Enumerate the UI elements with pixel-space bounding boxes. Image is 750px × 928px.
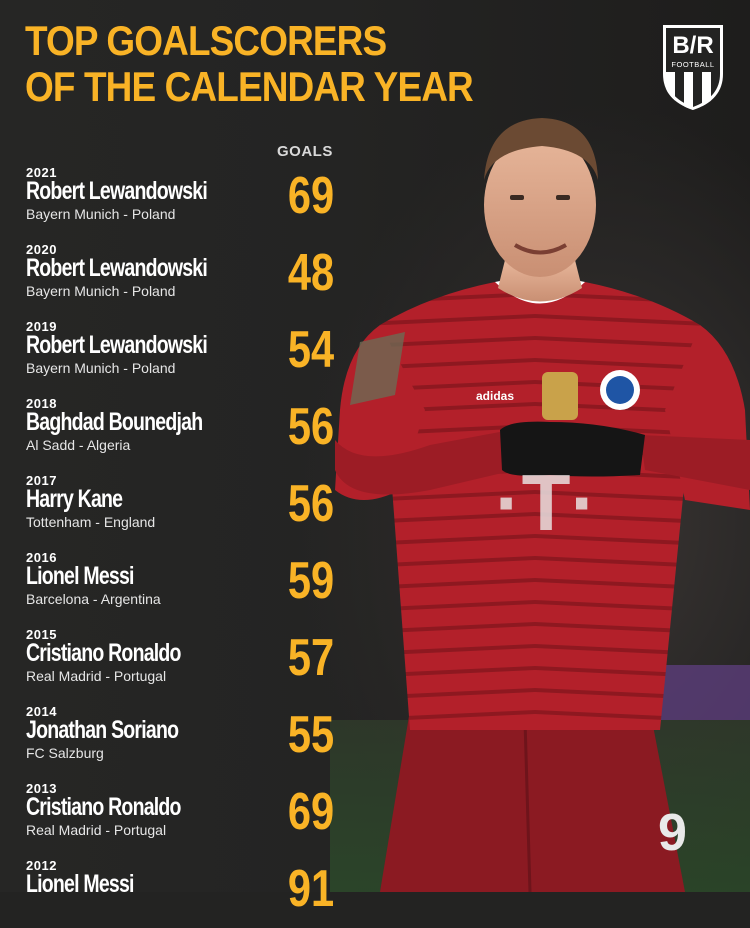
list-item: 2014 Jonathan Soriano FC Salzburg 55 (26, 704, 346, 774)
svg-text:FOOTBALL: FOOTBALL (671, 60, 714, 69)
player-name: Lionel Messi (26, 562, 134, 590)
svg-text:·T·: ·T· (495, 458, 597, 547)
player-name: Baghdad Bounedjah (26, 408, 203, 436)
br-football-logo: B/R FOOTBALL (660, 22, 726, 112)
club-country: Barcelona - Argentina (26, 591, 161, 607)
goals-count: 55 (287, 706, 335, 764)
player-name: Cristiano Ronaldo (26, 639, 181, 667)
club-country: FC Salzburg (26, 745, 104, 761)
svg-text:adidas: adidas (476, 389, 514, 403)
list-item: 2012 Lionel Messi 91 (26, 858, 346, 928)
goals-count: 57 (287, 629, 335, 687)
advertising-board (650, 665, 750, 720)
list-item: 2017 Harry Kane Tottenham - England 56 (26, 473, 346, 543)
list-item: 2016 Lionel Messi Barcelona - Argentina … (26, 550, 346, 620)
year-label: 2013 (26, 781, 57, 796)
year-label: 2021 (26, 165, 57, 180)
club-country: Al Sadd - Algeria (26, 437, 131, 453)
club-country: Real Madrid - Portugal (26, 822, 167, 838)
svg-text:B/R: B/R (672, 32, 713, 59)
goals-count: 69 (287, 167, 335, 225)
player-name: Robert Lewandowski (26, 331, 208, 359)
player-name: Cristiano Ronaldo (26, 793, 181, 821)
list-item: 2015 Cristiano Ronaldo Real Madrid - Por… (26, 627, 346, 697)
goals-count: 56 (287, 398, 335, 456)
svg-text:9: 9 (658, 804, 687, 862)
year-label: 2012 (26, 858, 57, 873)
year-label: 2020 (26, 242, 57, 257)
club-country: Bayern Munich - Poland (26, 283, 176, 299)
list-item: 2018 Baghdad Bounedjah Al Sadd - Algeria… (26, 396, 346, 466)
player-name: Robert Lewandowski (26, 177, 208, 205)
club-country: Real Madrid - Portugal (26, 668, 167, 684)
title-line-2: OF THE CALENDAR YEAR (25, 63, 474, 110)
club-country: Tottenham - England (26, 514, 156, 530)
goals-count: 56 (287, 475, 335, 533)
player-name: Harry Kane (26, 485, 123, 513)
list-item: 2021 Robert Lewandowski Bayern Munich - … (26, 165, 346, 235)
goals-count: 69 (287, 783, 335, 841)
goals-count: 48 (287, 244, 335, 302)
year-label: 2018 (26, 396, 57, 411)
goals-count: 59 (287, 552, 335, 610)
list-item: 2020 Robert Lewandowski Bayern Munich - … (26, 242, 346, 312)
year-label: 2019 (26, 319, 57, 334)
year-label: 2014 (26, 704, 57, 719)
title-line-1: TOP GOALSCORERS (25, 17, 387, 64)
year-label: 2016 (26, 550, 57, 565)
club-country: Bayern Munich - Poland (26, 360, 176, 376)
page-title: TOP GOALSCORERS OF THE CALENDAR YEAR (25, 17, 474, 110)
year-label: 2017 (26, 473, 57, 488)
goals-count: 54 (287, 321, 335, 379)
club-country: Bayern Munich - Poland (26, 206, 176, 222)
player-name: Jonathan Soriano (26, 716, 179, 744)
list-item: 2013 Cristiano Ronaldo Real Madrid - Por… (26, 781, 346, 851)
list-item: 2019 Robert Lewandowski Bayern Munich - … (26, 319, 346, 389)
player-photo: adidas ·T· 9 (320, 110, 750, 893)
player-name: Lionel Messi (26, 870, 134, 898)
goals-column-header: GOALS (277, 143, 333, 160)
player-name: Robert Lewandowski (26, 254, 208, 282)
year-label: 2015 (26, 627, 57, 642)
